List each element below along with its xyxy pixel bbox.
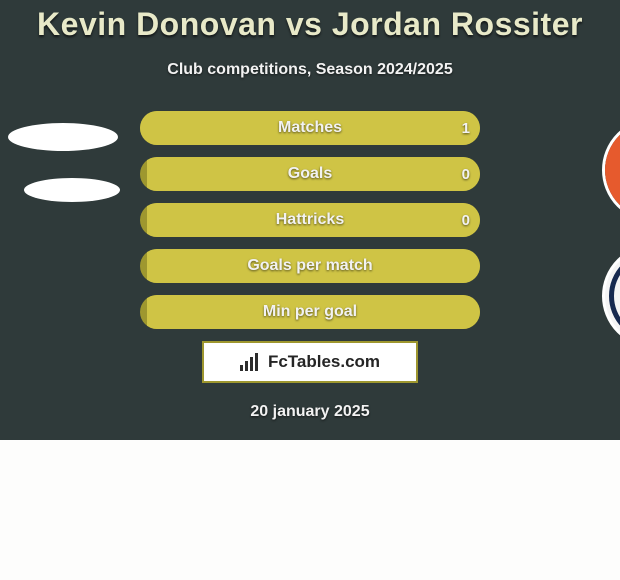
stat-label: Min per goal (140, 295, 480, 329)
stat-value-right: 0 (462, 157, 470, 191)
page-title: Kevin Donovan vs Jordan Rossiter (0, 0, 620, 43)
stat-row: Goals0 (0, 157, 620, 191)
stat-row: Hattricks0 (0, 203, 620, 237)
stat-bar: Min per goal (140, 295, 480, 329)
stat-bars: Matches1Goals0Hattricks0Goals per matchM… (0, 111, 620, 329)
background-light (0, 440, 620, 580)
branding-box: FcTables.com (202, 341, 418, 383)
subtitle: Club competitions, Season 2024/2025 (0, 61, 620, 79)
stat-bar: Matches1 (140, 111, 480, 145)
stat-value-right: 1 (462, 111, 470, 145)
bar-chart-icon (240, 353, 262, 371)
date-text: 20 january 2025 (0, 403, 620, 421)
stat-row: Min per goal (0, 295, 620, 329)
stat-label: Matches (140, 111, 480, 145)
stat-bar: Goals per match (140, 249, 480, 283)
stat-bar: Goals0 (140, 157, 480, 191)
stat-bar: Hattricks0 (140, 203, 480, 237)
branding-text: FcTables.com (268, 352, 380, 372)
stat-label: Goals per match (140, 249, 480, 283)
stat-value-right: 0 (462, 203, 470, 237)
content: Kevin Donovan vs Jordan Rossiter Club co… (0, 0, 620, 421)
stat-row: Goals per match (0, 249, 620, 283)
stat-label: Hattricks (140, 203, 480, 237)
stat-row: Matches1 (0, 111, 620, 145)
stat-label: Goals (140, 157, 480, 191)
